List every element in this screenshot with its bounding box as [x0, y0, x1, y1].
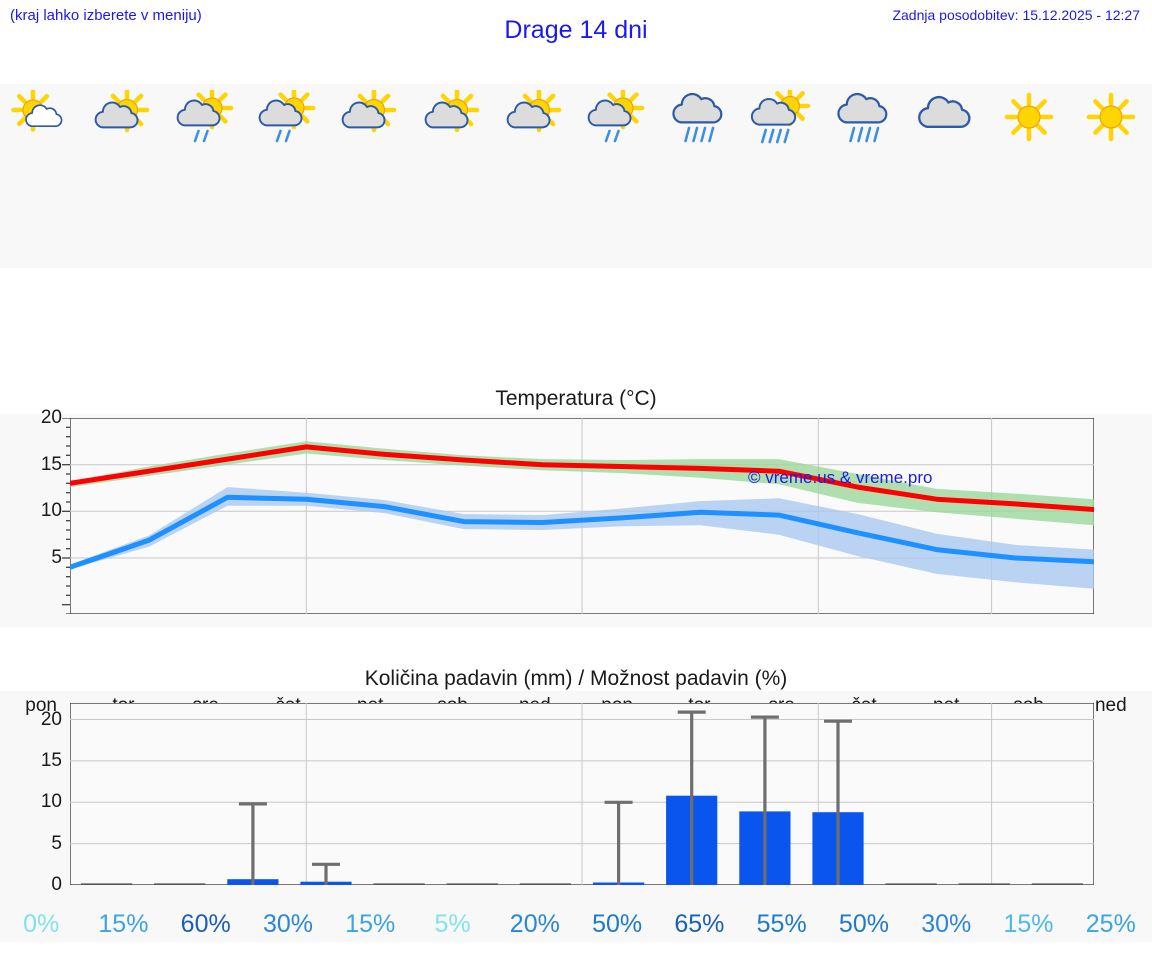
precipitation-probability-label: 15%: [98, 909, 149, 938]
copyright-watermark: © vreme.us & vreme.pro: [748, 468, 933, 487]
temperature-y-tick-label: 20: [40, 407, 62, 428]
sun-cloud-rain-icon: [170, 90, 242, 148]
precipitation-probability-label: 65%: [674, 909, 725, 938]
day-forecast-cell: [494, 84, 576, 268]
last-updated-text: Zadnja posodobitev: 15.12.2025 - 12:27: [892, 7, 1140, 23]
daily-forecast-strip: [0, 84, 1152, 268]
temperature-chart-title: Temperatura (°C): [0, 386, 1152, 414]
precipitation-day-label: pon: [25, 695, 57, 716]
sun-cloud-heavy-rain-icon: [746, 90, 818, 148]
temperature-axis-ticks: [62, 417, 72, 615]
day-forecast-cell: [247, 84, 329, 268]
temperature-y-tick-label: 5: [51, 547, 62, 568]
sun-behind-cloud-icon: [499, 90, 571, 148]
precipitation-probability-label: 15%: [1003, 909, 1054, 938]
page-header: (kraj lahko izberete v meniju) Drage 14 …: [0, 0, 1152, 62]
day-forecast-cell: [905, 84, 987, 268]
cloud-icon: [910, 90, 982, 148]
day-forecast-cell: [741, 84, 823, 268]
sun-small-cloud-icon: [5, 90, 77, 148]
sun-icon: [1075, 90, 1147, 148]
precipitation-y-tick-label: 0: [51, 874, 62, 895]
precipitation-probability-label: 15%: [345, 909, 396, 938]
sun-behind-cloud-icon: [417, 90, 489, 148]
day-forecast-cell: [658, 84, 740, 268]
sun-cloud-rain-icon: [581, 90, 653, 148]
sun-cloud-rain-icon: [252, 90, 324, 148]
temperature-plot-area: [70, 418, 1094, 614]
precipitation-y-tick-label: 10: [40, 791, 62, 813]
day-forecast-cell: [576, 84, 658, 268]
precipitation-probability-label: 30%: [921, 909, 972, 938]
temperature-y-axis: 5 10 15 20: [0, 407, 72, 615]
temperature-y-tick-label: 15: [40, 453, 62, 475]
precipitation-y-tick-label: 15: [40, 749, 62, 771]
precipitation-probability-label: 0%: [23, 909, 60, 938]
page-title: Drage 14 dni: [504, 16, 648, 44]
day-forecast-cell: [82, 84, 164, 268]
precipitation-day-label: ned: [1094, 695, 1127, 716]
precipitation-probability-label: 60%: [180, 909, 231, 938]
precipitation-chart: Količina padavin (mm) / Možnost padavin …: [0, 667, 1152, 942]
precipitation-probability-label: 55%: [756, 909, 807, 938]
sun-icon: [993, 90, 1065, 148]
precipitation-y-tick-label: 20: [40, 708, 62, 730]
day-forecast-cell: [329, 84, 411, 268]
precipitation-probability-labels: 0% 15% 60% 30% 15% 5% 20% 50% 65% 55% 50% 30% 15% 25%: [0, 906, 1152, 942]
precipitation-probability-label: 20%: [509, 909, 560, 938]
precipitation-probability-label: 50%: [592, 909, 643, 938]
precipitation-probability-label: 50%: [838, 909, 889, 938]
precipitation-chart-title: Količina padavin (mm) / Možnost padavin …: [0, 667, 1152, 691]
cloud-rain-icon: [663, 90, 735, 148]
sun-behind-cloud-icon: [87, 90, 159, 148]
day-forecast-cell: [0, 84, 82, 268]
temperature-chart: Temperatura (°C) 5 10 15 20 © vreme.us & vr…: [0, 386, 1152, 627]
day-forecast-cell: [1070, 84, 1152, 268]
day-forecast-cell: [987, 84, 1069, 268]
day-forecast-cell: [411, 84, 493, 268]
precipitation-y-tick-label: 5: [51, 832, 62, 854]
precipitation-plot-area: [70, 703, 1094, 885]
precipitation-y-axis: 0 5 10 15 20: [0, 703, 62, 895]
temperature-y-tick-label: 10: [40, 500, 62, 522]
day-forecast-cell: [823, 84, 905, 268]
precipitation-probability-label: 30%: [262, 909, 313, 938]
menu-hint-text: (kraj lahko izberete v meniju): [10, 7, 202, 24]
precipitation-probability-label: 25%: [1085, 909, 1136, 938]
precipitation-probability-label: 5%: [434, 909, 471, 938]
sun-behind-cloud-icon: [334, 90, 406, 148]
cloud-rain-icon: [828, 90, 900, 148]
day-forecast-cell: [165, 84, 247, 268]
